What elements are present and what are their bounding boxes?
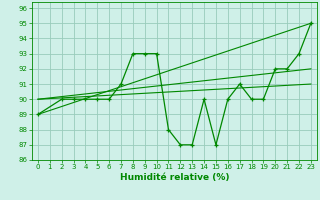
X-axis label: Humidité relative (%): Humidité relative (%) [120, 173, 229, 182]
